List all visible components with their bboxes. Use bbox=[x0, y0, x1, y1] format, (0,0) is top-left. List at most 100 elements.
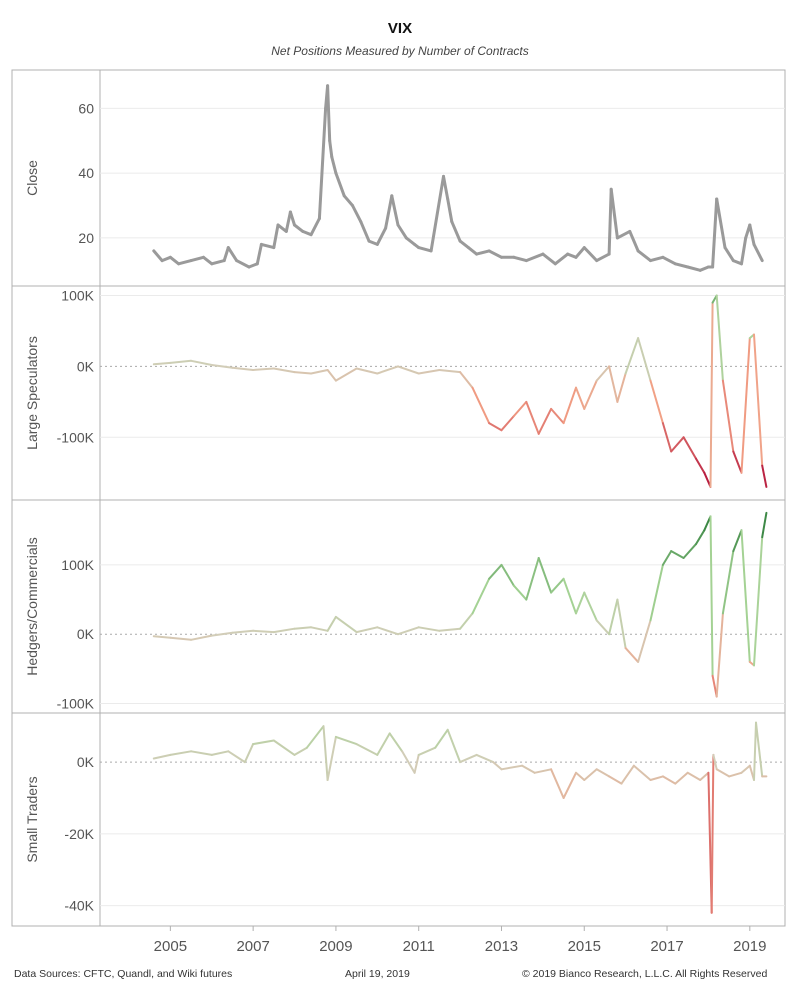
series-segment-close bbox=[417, 246, 433, 253]
x-tick-label: 2009 bbox=[319, 938, 352, 955]
x-tick-label: 2005 bbox=[154, 938, 187, 955]
series-segment-large-speculators bbox=[732, 450, 743, 474]
x-tick-label: 2019 bbox=[733, 938, 766, 955]
series-segment-small-traders bbox=[210, 750, 230, 756]
series-segment-small-traders bbox=[293, 746, 308, 756]
series-segment-close bbox=[609, 187, 619, 240]
series-segment-large-speculators bbox=[231, 366, 255, 371]
series-segment-large-speculators bbox=[624, 337, 640, 375]
series-segment-close bbox=[334, 171, 346, 198]
y-tick-label-large-speculators: 0K bbox=[77, 358, 95, 374]
series-segment-hedgers-commercials bbox=[682, 543, 697, 559]
data-sources-note: Data Sources: CFTC, Quandl, and Wiki fut… bbox=[14, 968, 233, 980]
y-tick-label-close: 60 bbox=[78, 100, 94, 116]
series-segment-hedgers-commercials bbox=[595, 619, 611, 636]
series-segment-hedgers-commercials bbox=[624, 647, 640, 663]
series-segment-small-traders bbox=[446, 728, 462, 764]
series-segment-hedgers-commercials bbox=[310, 626, 329, 632]
series-segment-close bbox=[661, 255, 677, 266]
series-segment-hedgers-commercials bbox=[753, 536, 764, 667]
series-segment-close bbox=[458, 239, 470, 250]
series-segment-large-speculators bbox=[761, 464, 768, 488]
series-segment-small-traders bbox=[305, 725, 325, 749]
series-segment-close bbox=[152, 249, 164, 263]
series-segment-close bbox=[595, 252, 611, 263]
series-segment-hedgers-commercials bbox=[761, 511, 768, 539]
x-tick-label: 2011 bbox=[403, 938, 435, 955]
series-segment-large-speculators bbox=[252, 367, 275, 371]
series-segment-hedgers-commercials bbox=[715, 612, 724, 698]
series-segment-close bbox=[255, 242, 263, 266]
series-segment-small-traders bbox=[475, 753, 495, 764]
series-segment-close bbox=[359, 220, 371, 243]
series-segment-hedgers-commercials bbox=[326, 615, 337, 632]
series-segment-close bbox=[328, 139, 334, 159]
series-segment-large-speculators bbox=[740, 337, 751, 474]
series-segment-close bbox=[309, 217, 321, 237]
series-segment-large-speculators bbox=[661, 422, 673, 453]
series-segment-large-speculators bbox=[488, 422, 503, 432]
series-segment-large-speculators bbox=[715, 294, 724, 382]
series-segment-small-traders bbox=[632, 764, 652, 781]
series-segment-hedgers-commercials bbox=[438, 627, 462, 632]
series-segment-close bbox=[752, 242, 764, 263]
series-segment-hedgers-commercials bbox=[417, 626, 441, 632]
series-segment-small-traders bbox=[740, 764, 751, 774]
series-segment-large-speculators bbox=[334, 367, 358, 382]
series-segment-large-speculators bbox=[397, 365, 420, 375]
x-tick-label: 2007 bbox=[236, 938, 269, 955]
series-segment-close bbox=[189, 255, 205, 263]
series-segment-close bbox=[636, 249, 652, 263]
series-segment-large-speculators bbox=[169, 359, 193, 364]
series-segment-large-speculators bbox=[190, 359, 213, 366]
series-segment-close bbox=[276, 223, 288, 233]
series-segment-hedgers-commercials bbox=[376, 626, 399, 636]
chart-subtitle: Net Positions Measured by Number of Cont… bbox=[271, 44, 529, 58]
series-segment-close bbox=[317, 106, 328, 220]
y-axis-title-small-traders: Small Traders bbox=[24, 776, 40, 862]
y-tick-label-close: 20 bbox=[78, 230, 94, 246]
series-segment-small-traders bbox=[575, 771, 586, 781]
series-segment-large-speculators bbox=[210, 364, 234, 369]
copyright-note: © 2019 Bianco Research, L.L.C. All Right… bbox=[522, 968, 768, 980]
y-axis-title-large-speculators: Large Speculators bbox=[24, 336, 40, 450]
series-segment-small-traders bbox=[492, 761, 503, 771]
series-segment-close bbox=[711, 197, 719, 269]
series-segment-hedgers-commercials bbox=[721, 550, 735, 615]
series-segment-large-speculators bbox=[326, 369, 337, 382]
series-segment-large-speculators bbox=[637, 337, 652, 382]
y-tick-label-small-traders: -40K bbox=[64, 898, 94, 914]
series-segment-hedgers-commercials bbox=[355, 626, 379, 634]
series-segment-hedgers-commercials bbox=[616, 598, 627, 650]
series-segment-small-traders bbox=[753, 721, 757, 781]
series-segment-large-speculators bbox=[500, 415, 515, 432]
series-segment-small-traders bbox=[272, 739, 296, 756]
series-segment-close bbox=[235, 259, 251, 269]
series-segment-close bbox=[686, 265, 702, 272]
series-segment-close bbox=[615, 229, 632, 240]
y-axis-title-hedgers-commercials: Hedgers/Commercials bbox=[24, 537, 40, 675]
x-tick-label: 2013 bbox=[485, 938, 518, 955]
series-segment-small-traders bbox=[417, 746, 437, 756]
series-segment-small-traders bbox=[500, 764, 524, 771]
series-segment-large-speculators bbox=[550, 407, 565, 425]
series-segment-hedgers-commercials bbox=[703, 515, 712, 532]
series-segment-large-speculators bbox=[753, 333, 764, 467]
series-segment-hedgers-commercials bbox=[231, 629, 255, 634]
series-segment-large-speculators bbox=[376, 365, 399, 375]
y-tick-label-small-traders: -20K bbox=[64, 826, 94, 842]
series-segment-close bbox=[715, 197, 727, 250]
series-segment-close bbox=[404, 236, 417, 246]
series-segment-close bbox=[326, 84, 332, 143]
series-segment-close bbox=[272, 223, 280, 250]
series-segment-large-speculators bbox=[608, 365, 619, 403]
series-segment-hedgers-commercials bbox=[525, 557, 540, 601]
series-segment-small-traders bbox=[388, 732, 404, 753]
series-segment-small-traders bbox=[710, 753, 715, 914]
series-segment-close bbox=[649, 255, 665, 263]
series-segment-large-speculators bbox=[682, 436, 697, 460]
series-segment-small-traders bbox=[355, 743, 379, 756]
report-date: April 19, 2019 bbox=[345, 968, 410, 980]
series-segment-small-traders bbox=[326, 735, 337, 781]
panel-border-close bbox=[11, 69, 786, 287]
